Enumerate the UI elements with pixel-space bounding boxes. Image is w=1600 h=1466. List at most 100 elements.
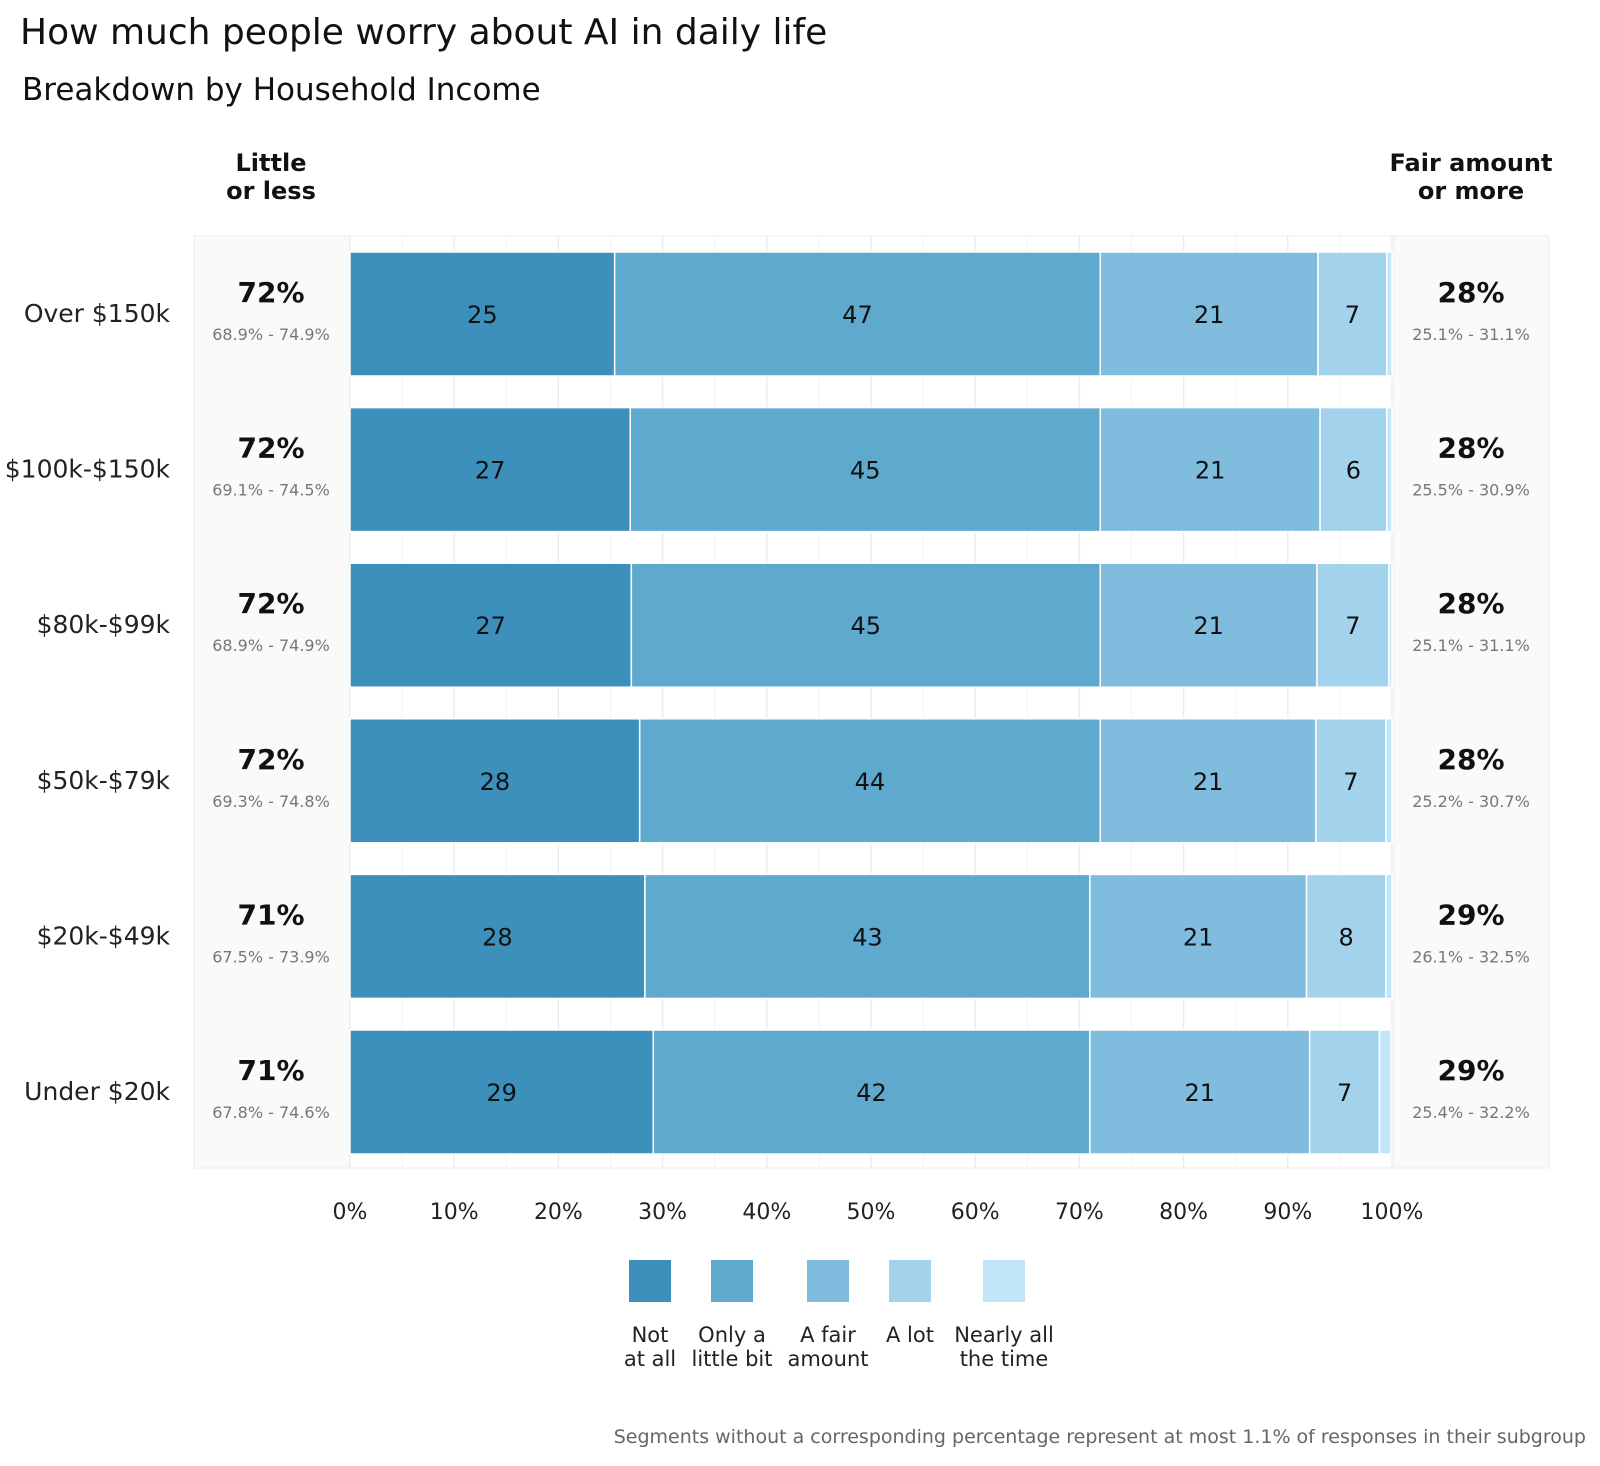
right-summary-value: 28% bbox=[1437, 587, 1504, 620]
left-summary-range: 69.1% - 74.5% bbox=[212, 481, 330, 500]
bar-segment bbox=[349, 406, 632, 533]
segment-label: 8 bbox=[1339, 923, 1354, 951]
x-tick-label: 20% bbox=[534, 1200, 583, 1225]
segment-label: 43 bbox=[852, 923, 883, 951]
bar-segment bbox=[1384, 873, 1393, 1000]
bar-segment bbox=[1099, 251, 1319, 377]
x-tick-label: 100% bbox=[1361, 1200, 1424, 1225]
left-summary-range: 68.9% - 74.9% bbox=[212, 636, 330, 655]
segment-label: 45 bbox=[850, 457, 881, 485]
bar-segment bbox=[652, 1029, 1091, 1155]
x-tick-label: 50% bbox=[847, 1200, 896, 1225]
segment-label: 6 bbox=[1346, 457, 1361, 485]
segment-label: 7 bbox=[1345, 612, 1360, 640]
legend-label: amount bbox=[787, 1347, 868, 1371]
segment-labels: 25 47 21 7 27 45 21 6 27 45 21 7 28 44 21 7 28 43 21 8 29 42 2… bbox=[467, 301, 1361, 1107]
left-summary-panel bbox=[193, 235, 351, 1169]
right-summary-range: 25.1% - 31.1% bbox=[1412, 636, 1530, 655]
x-tick-label: 90% bbox=[1263, 1200, 1312, 1225]
segment-label: 7 bbox=[1345, 301, 1360, 329]
bar-segment bbox=[1388, 562, 1393, 688]
bar-segment bbox=[1315, 718, 1387, 844]
legend-swatch bbox=[889, 1260, 931, 1302]
bar-segment bbox=[1386, 251, 1393, 377]
x-tick-label: 60% bbox=[951, 1200, 1000, 1225]
left-summary-header: or less bbox=[226, 177, 316, 205]
bar-segment bbox=[349, 873, 646, 1000]
legend-label: A lot bbox=[886, 1323, 934, 1347]
summary-text: 72% 68.9% - 74.9% 28% 25.1% - 31.1% 72% 69.1%… bbox=[212, 149, 1552, 1122]
left-summary-header: Little bbox=[236, 149, 307, 177]
right-summary-value: 29% bbox=[1437, 898, 1504, 931]
left-summary-value: 71% bbox=[237, 898, 304, 931]
legend-label: Nearly all bbox=[954, 1323, 1054, 1347]
bar-segment bbox=[1384, 718, 1393, 844]
bar-segment bbox=[1089, 1029, 1311, 1155]
legend-label: Not bbox=[632, 1323, 669, 1347]
legend-label: the time bbox=[960, 1347, 1049, 1371]
right-summary-value: 29% bbox=[1437, 1054, 1504, 1087]
bar-segment bbox=[1316, 562, 1390, 688]
chart-caption: Segments without a corresponding percent… bbox=[613, 1426, 1586, 1448]
grid-lines bbox=[349, 236, 1393, 1168]
bar-segment bbox=[1378, 1029, 1392, 1155]
left-summary-value: 72% bbox=[237, 743, 304, 776]
segment-label: 21 bbox=[1193, 612, 1224, 640]
segment-label: 21 bbox=[1193, 768, 1224, 796]
right-summary-range: 25.4% - 32.2% bbox=[1412, 1103, 1530, 1122]
legend-label: at all bbox=[624, 1347, 676, 1371]
right-summary-panel bbox=[1393, 235, 1550, 1169]
x-axis: 0% 10% 20% 30% 40% 50% 60% 70% 80% 90% 100% bbox=[333, 1200, 1424, 1225]
left-summary-range: 68.9% - 74.9% bbox=[212, 325, 330, 344]
legend-swatch bbox=[711, 1260, 753, 1302]
legend-swatch bbox=[629, 1260, 671, 1302]
summary-panels bbox=[193, 235, 1550, 1169]
y-tick-label: Over $150k bbox=[24, 299, 171, 328]
left-summary-value: 72% bbox=[237, 276, 304, 309]
bar-segment bbox=[1089, 873, 1308, 1000]
bar-segment bbox=[630, 562, 1101, 688]
bar-segment bbox=[638, 718, 1101, 844]
x-tick-label: 0% bbox=[333, 1200, 368, 1225]
segment-label: 27 bbox=[475, 612, 506, 640]
x-tick-label: 70% bbox=[1055, 1200, 1104, 1225]
y-tick-label: $50k-$79k bbox=[37, 766, 171, 795]
right-summary-header: Fair amount bbox=[1390, 149, 1553, 177]
bar-segment bbox=[349, 562, 633, 688]
x-tick-label: 30% bbox=[638, 1200, 687, 1225]
chart-title: How much people worry about AI in daily … bbox=[20, 12, 828, 53]
segment-label: 44 bbox=[855, 768, 886, 796]
legend-label: little bit bbox=[692, 1347, 773, 1371]
bar-segment bbox=[1099, 718, 1317, 844]
x-tick-label: 80% bbox=[1159, 1200, 1208, 1225]
segment-label: 21 bbox=[1183, 923, 1214, 951]
legend-label: A fair bbox=[800, 1323, 856, 1347]
segment-label: 21 bbox=[1184, 1079, 1215, 1107]
right-summary-range: 25.1% - 31.1% bbox=[1412, 325, 1530, 344]
legend-swatch bbox=[983, 1260, 1025, 1302]
segment-label: 28 bbox=[480, 768, 511, 796]
right-summary-value: 28% bbox=[1437, 432, 1504, 465]
bar-segment bbox=[1099, 562, 1318, 688]
left-summary-value: 72% bbox=[237, 432, 304, 465]
bar-segment bbox=[349, 718, 641, 844]
legend-swatch bbox=[807, 1260, 849, 1302]
segment-label: 25 bbox=[467, 301, 498, 329]
right-summary-header: or more bbox=[1418, 177, 1524, 205]
segment-label: 27 bbox=[475, 457, 506, 485]
chart-subtitle: Breakdown by Household Income bbox=[22, 72, 541, 108]
left-summary-range: 67.5% - 73.9% bbox=[212, 947, 330, 966]
segment-label: 21 bbox=[1195, 457, 1226, 485]
left-summary-value: 71% bbox=[237, 1054, 304, 1087]
left-summary-range: 69.3% - 74.8% bbox=[212, 792, 330, 811]
segment-label: 29 bbox=[486, 1079, 517, 1107]
segment-label: 7 bbox=[1337, 1079, 1352, 1107]
bar-segment bbox=[644, 873, 1091, 1000]
right-summary-value: 28% bbox=[1437, 276, 1504, 309]
right-summary-value: 28% bbox=[1437, 743, 1504, 776]
left-summary-value: 72% bbox=[237, 587, 304, 620]
bar-segment bbox=[349, 1029, 654, 1155]
bar-segment bbox=[1317, 251, 1388, 377]
bars bbox=[349, 251, 1393, 1155]
